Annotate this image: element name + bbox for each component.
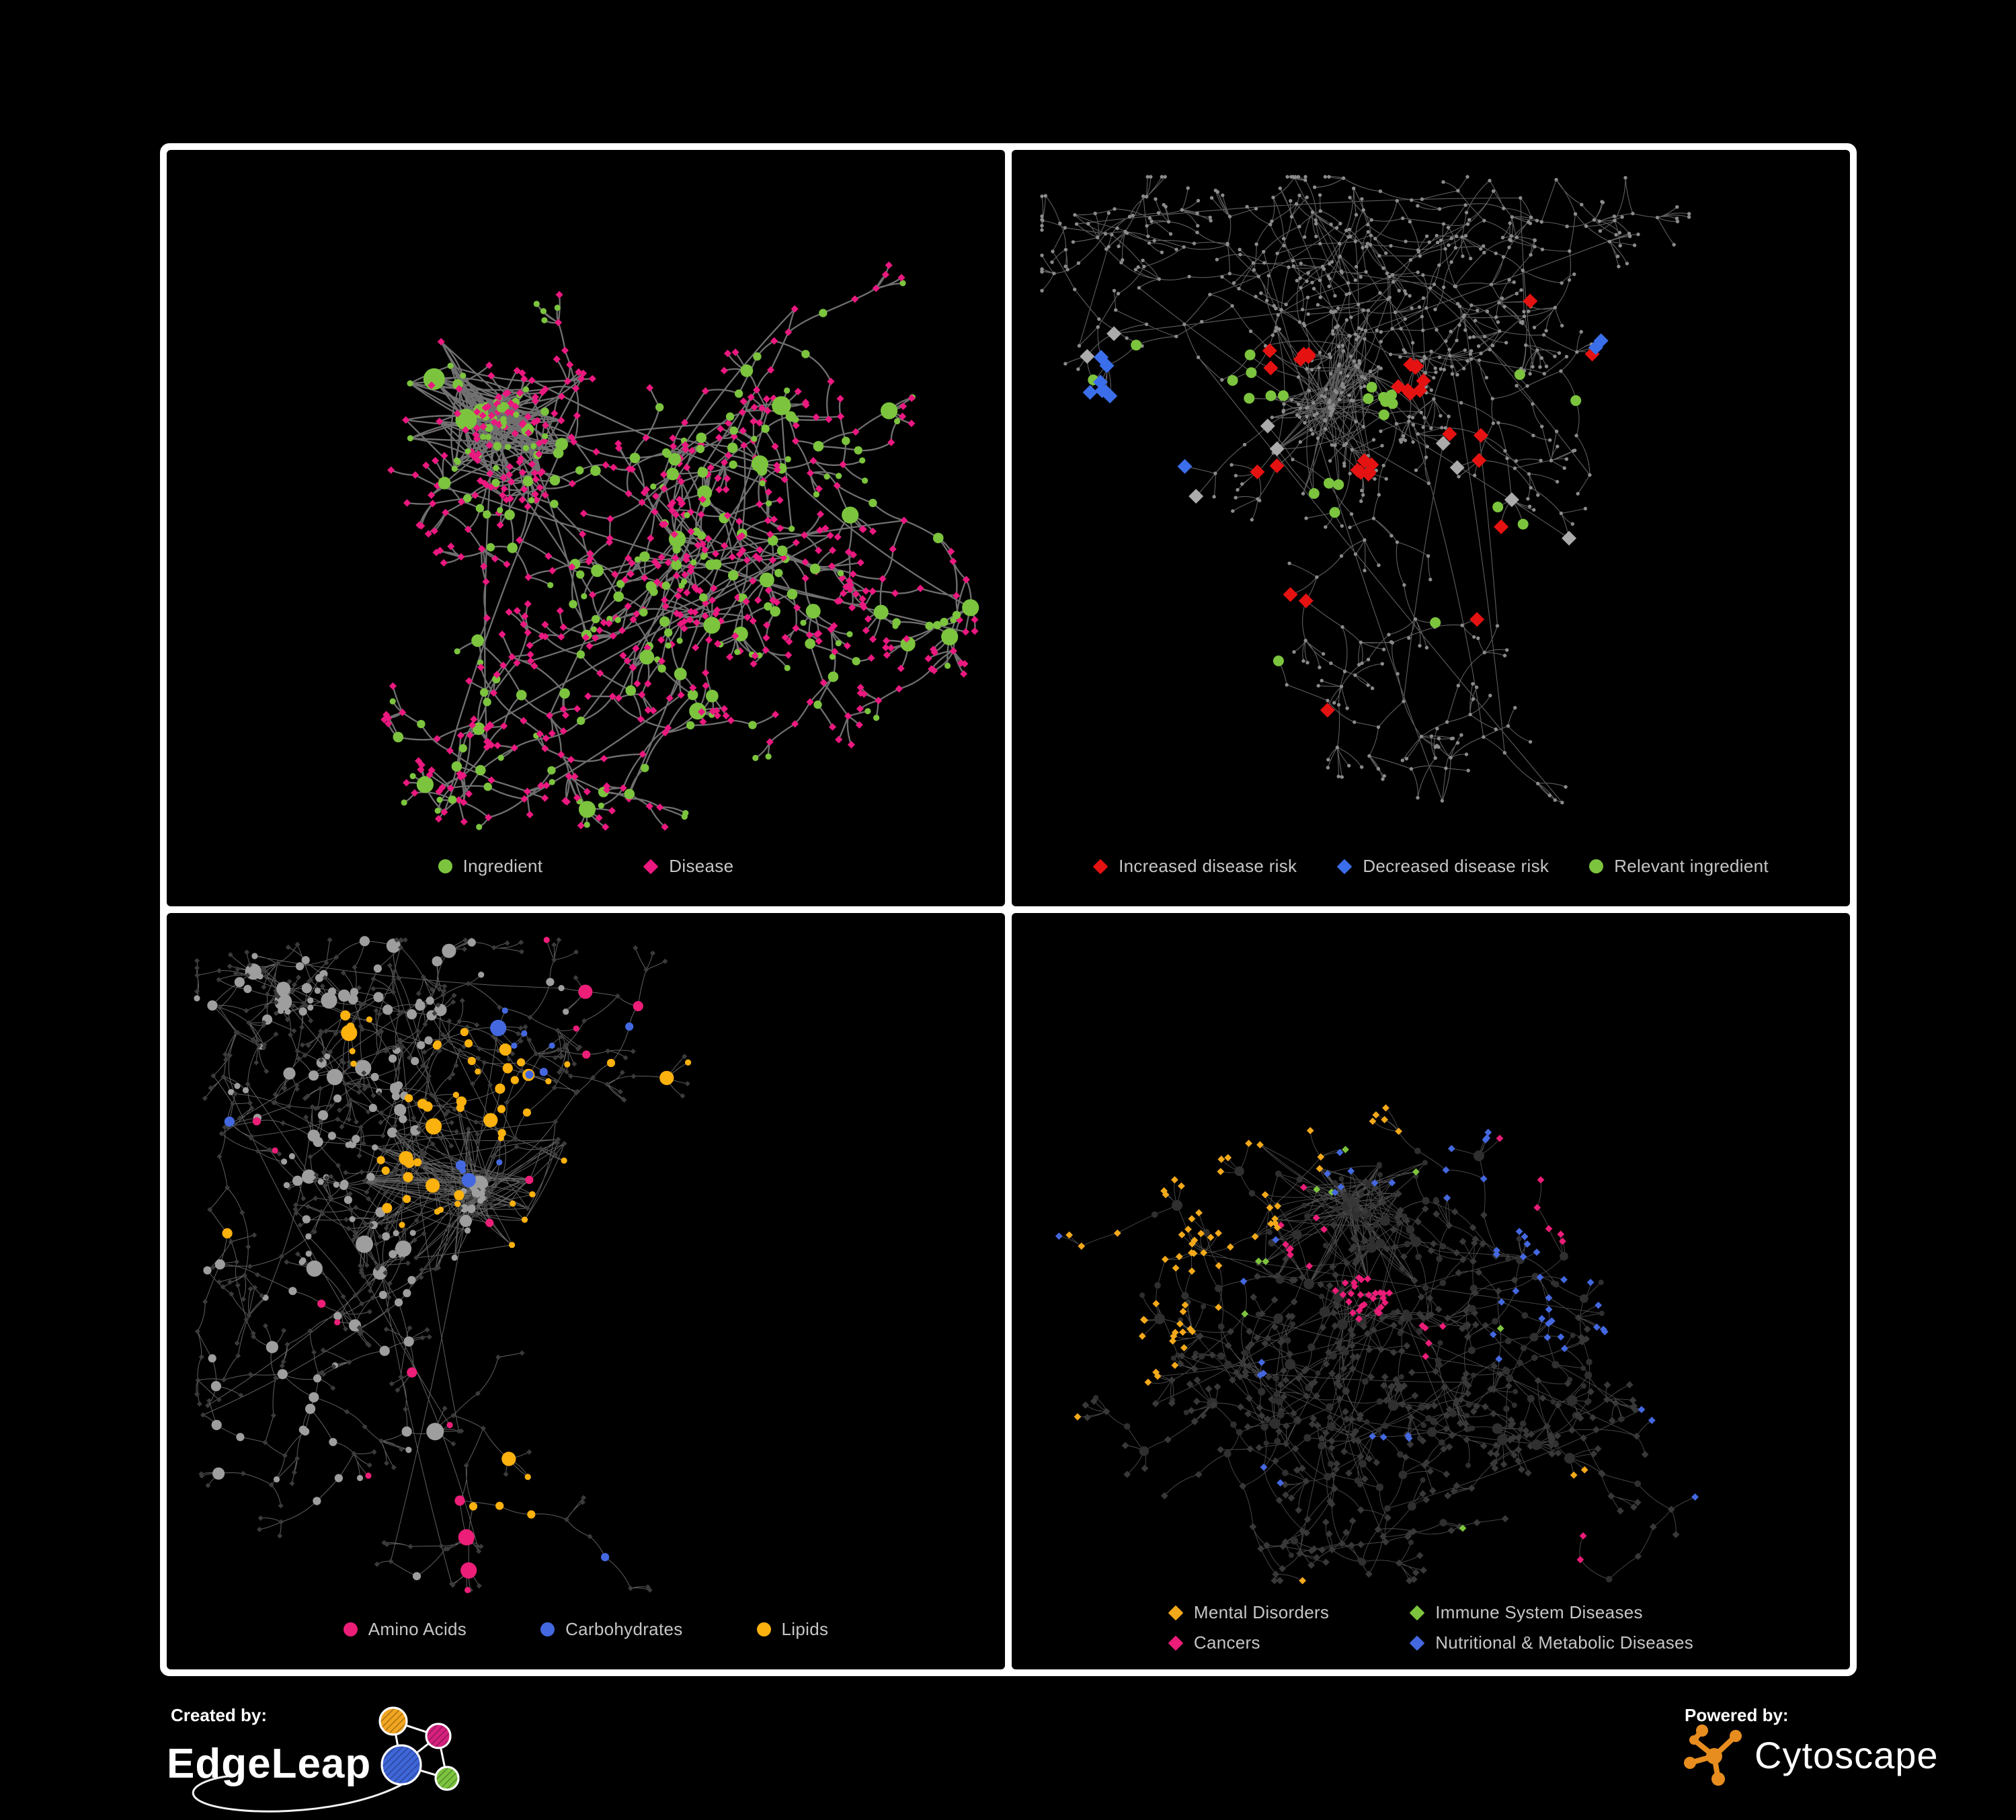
edgeleap-logo: Created by: EdgeLeap (167, 1705, 460, 1813)
network-graph-ingredient-classes (194, 936, 692, 1593)
circle-marker-carbohydrates (540, 1622, 555, 1636)
created-by-label: Created by: (171, 1705, 267, 1725)
legend-item-ingredient: Ingredient (438, 856, 543, 877)
legend-disease-classes: Mental Disorders Cancers Immune System Dis… (1012, 1602, 1850, 1653)
highlighted-nodes (222, 937, 692, 1593)
nodes (194, 936, 690, 1593)
legend-label-decreased-disease-risk: Decreased disease risk (1363, 856, 1549, 876)
diamond-marker-decreased-disease-risk (1337, 859, 1353, 874)
legend-item-lipids: Lipids (756, 1619, 829, 1640)
circle-marker-relevant-ingredient (1589, 859, 1604, 873)
legend-label-disease: Disease (669, 856, 734, 876)
diamond-marker-mental-disorders (1168, 1605, 1184, 1620)
edges (1041, 175, 1690, 803)
edgeleap-branding: Created by: EdgeLeap (161, 1701, 497, 1819)
legend-item-carbohydrates: Carbohydrates (540, 1619, 682, 1640)
legend-item-increased-disease-risk: Increased disease risk (1092, 856, 1297, 877)
legend-label-cancers: Cancers (1193, 1632, 1260, 1653)
nodes (1082, 1148, 1680, 1585)
diamond-marker-cancers (1168, 1635, 1184, 1651)
circle-marker-ingredient (438, 859, 452, 873)
diamond-marker-immune-system-diseases (1409, 1605, 1425, 1620)
legend-item-cancers: Cancers (1168, 1632, 1329, 1653)
legend-label-relevant-ingredient: Relevant ingredient (1614, 856, 1769, 876)
legend-label-immune-system-diseases: Immune System Diseases (1435, 1602, 1643, 1622)
legend-item-decreased-disease-risk: Decreased disease risk (1337, 856, 1549, 877)
cytoscape-logo: Powered by: Cytoscape (1684, 1705, 1939, 1786)
legend-label-carbohydrates: Carbohydrates (565, 1619, 683, 1639)
edgeleap-swoosh (192, 1774, 406, 1813)
edges (196, 939, 689, 1591)
edgeleap-wordmark: EdgeLeap (167, 1741, 371, 1787)
legend-item-mental-disorders: Mental Disorders (1168, 1602, 1329, 1623)
panel-ingredient-classes: Amino Acids Carbohydrates Lipids (167, 913, 1005, 1669)
panel-disease-classes: Mental Disorders Cancers Immune System Dis… (1012, 913, 1850, 1669)
legend-item-disease: Disease (643, 856, 733, 877)
legend-label-mental-disorders: Mental Disorders (1193, 1602, 1330, 1622)
legend-ingredient-disease: Ingredient Disease (167, 856, 1005, 877)
network-graph-ingredient-disease (380, 261, 979, 831)
network-graph-disease-classes (1055, 1104, 1699, 1585)
powered-by-label: Powered by: (1685, 1705, 1789, 1725)
legend-label-ingredient: Ingredient (462, 856, 543, 876)
legend-label-nutritional-metabolic-diseases: Nutritional & Metabolic Diseases (1435, 1632, 1694, 1653)
edgeleap-network-icon (378, 1706, 460, 1791)
cytoscape-network-icon (1684, 1725, 1742, 1786)
legend-item-immune-system-diseases: Immune System Diseases (1409, 1602, 1693, 1623)
legend-label-lipids: Lipids (781, 1619, 829, 1639)
edges (1058, 1107, 1696, 1581)
diamond-marker-increased-disease-risk (1092, 859, 1108, 874)
highlighted-nodes (1080, 293, 1609, 718)
legend-item-relevant-ingredient: Relevant ingredient (1589, 856, 1769, 877)
legend-item-amino-acids: Amino Acids (343, 1619, 467, 1640)
nodes (380, 261, 979, 831)
cytoscape-branding: Powered by: Cytoscape (1675, 1701, 1991, 1798)
cytoscape-wordmark: Cytoscape (1755, 1734, 1939, 1776)
legend-item-nutritional-metabolic-diseases: Nutritional & Metabolic Diseases (1409, 1632, 1694, 1653)
legend-ingredient-classes: Amino Acids Carbohydrates Lipids (167, 1619, 1005, 1640)
network-graph-disease-risk (1040, 175, 1691, 805)
circle-marker-lipids (756, 1622, 771, 1636)
panel-ingredient-disease: Ingredient Disease (167, 150, 1005, 906)
panel-grid: Ingredient Disease Increased disease risk… (160, 143, 1857, 1676)
diamond-marker-disease (643, 859, 659, 874)
panel-disease-risk: Increased disease risk Decreased disease … (1012, 150, 1850, 906)
diamond-marker-nutritional-metabolic-diseases (1409, 1635, 1425, 1651)
circle-marker-amino-acids (343, 1622, 358, 1636)
legend-label-increased-disease-risk: Increased disease risk (1119, 856, 1297, 876)
legend-disease-risk: Increased disease risk Decreased disease … (1012, 856, 1850, 877)
legend-label-amino-acids: Amino Acids (368, 1619, 467, 1639)
